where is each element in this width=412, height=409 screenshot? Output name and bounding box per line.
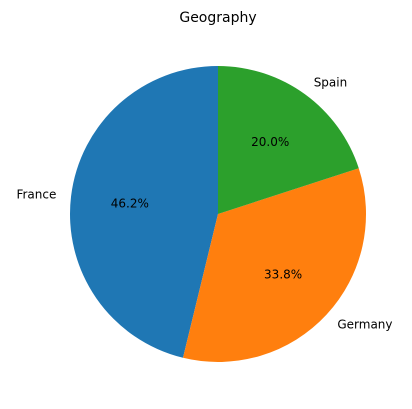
percentage-label-france: 46.2%	[111, 196, 149, 210]
pie-slice-france	[69, 66, 218, 358]
pie-slice-germany	[182, 168, 366, 362]
percentage-label-spain: 20.0%	[251, 135, 289, 149]
percentage-labels: 46.2% 33.8% 20.0%	[111, 135, 302, 281]
pie-slice-spain	[218, 66, 359, 214]
pie-slices	[69, 66, 366, 362]
chart-title: Geography	[179, 10, 256, 26]
percentage-label-germany: 33.8%	[264, 267, 302, 281]
category-label-spain: Spain	[314, 75, 348, 89]
category-label-germany: Germany	[337, 318, 392, 332]
category-labels: France Germany Spain	[16, 75, 392, 331]
category-label-france: France	[16, 188, 56, 202]
